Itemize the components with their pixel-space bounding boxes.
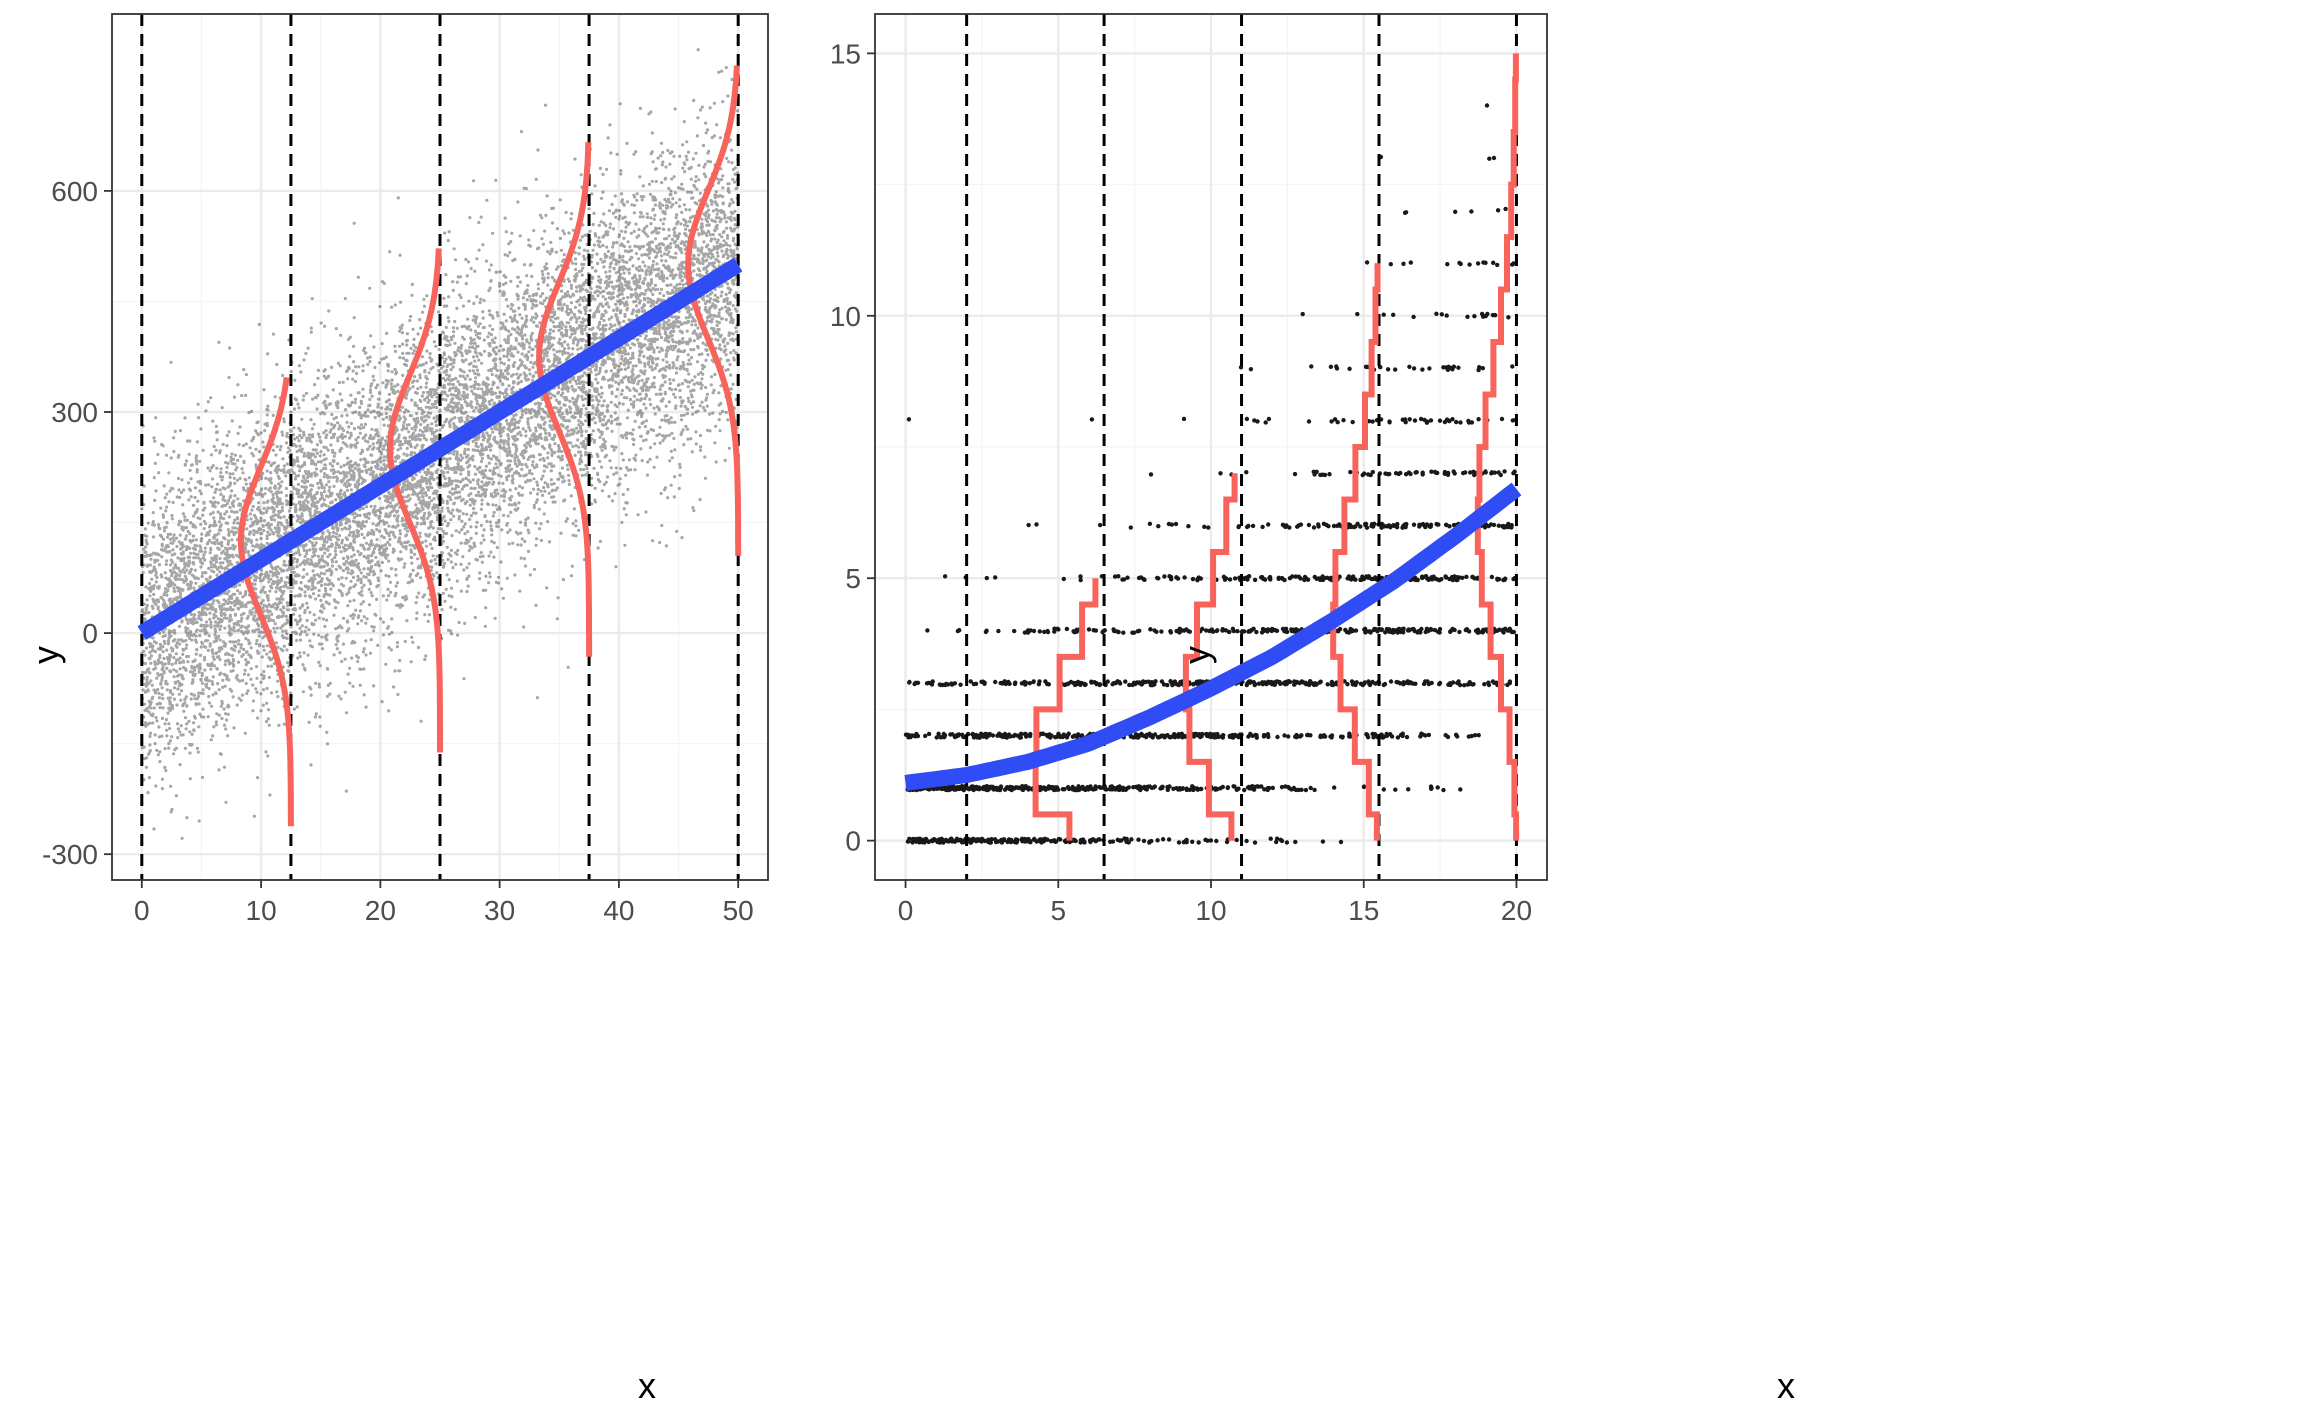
x-tick-label: 20 (1501, 895, 1532, 926)
left-panel: 0 10 20 30 40 50 -300 0 300 600 x y (25, 13, 769, 1406)
y-tick-label: 10 (830, 301, 861, 332)
step-curve (1182, 473, 1238, 841)
y-tick-label: 0 (845, 826, 861, 857)
left-x-ticks: 0 10 20 30 40 50 (134, 880, 754, 926)
right-panel: 0 5 10 15 20 0 5 10 15 x y (830, 13, 1795, 1406)
x-tick-label: 30 (484, 895, 515, 926)
fit-line (137, 257, 743, 640)
left-density-curves (237, 65, 742, 827)
y-tick-label: 300 (51, 397, 98, 428)
density-curve (237, 376, 294, 827)
x-tick-label: 10 (1195, 895, 1226, 926)
step-curve (1032, 578, 1099, 841)
x-tick-label: 15 (1348, 895, 1379, 926)
x-tick-label: 10 (246, 895, 277, 926)
y-tick-label: 600 (51, 176, 98, 207)
right-x-axis-title: x (1777, 1365, 1795, 1406)
right-y-ticks: 0 5 10 15 (830, 38, 875, 857)
step-curve (1330, 263, 1381, 841)
density-curve (536, 142, 593, 657)
left-x-axis-title: x (638, 1365, 656, 1406)
x-tick-label: 0 (898, 895, 914, 926)
left-y-axis-title: y (25, 646, 66, 664)
scatter-points (903, 103, 1518, 845)
left-panel-border (111, 13, 769, 881)
right-y-axis-title: y (1176, 646, 1217, 664)
density-curve (685, 65, 742, 556)
density-curve (387, 248, 443, 753)
step-curve (1474, 53, 1520, 841)
right-step-curves (1032, 53, 1520, 841)
x-tick-label: 20 (365, 895, 396, 926)
x-tick-label: 0 (134, 895, 150, 926)
right-x-ticks: 0 5 10 15 20 (898, 880, 1532, 926)
y-tick-label: 5 (845, 563, 861, 594)
left-y-ticks: -300 0 300 600 (42, 176, 112, 870)
y-tick-label: -300 (42, 839, 98, 870)
x-tick-label: 5 (1050, 895, 1066, 926)
right-fit-line (903, 482, 1522, 791)
right-scatter-points (903, 103, 1518, 845)
y-tick-label: 15 (830, 38, 861, 69)
fit-curve (903, 482, 1522, 791)
left-fit-line (137, 257, 743, 640)
y-tick-label: 0 (82, 618, 98, 649)
x-tick-label: 50 (723, 895, 754, 926)
x-tick-label: 40 (603, 895, 634, 926)
